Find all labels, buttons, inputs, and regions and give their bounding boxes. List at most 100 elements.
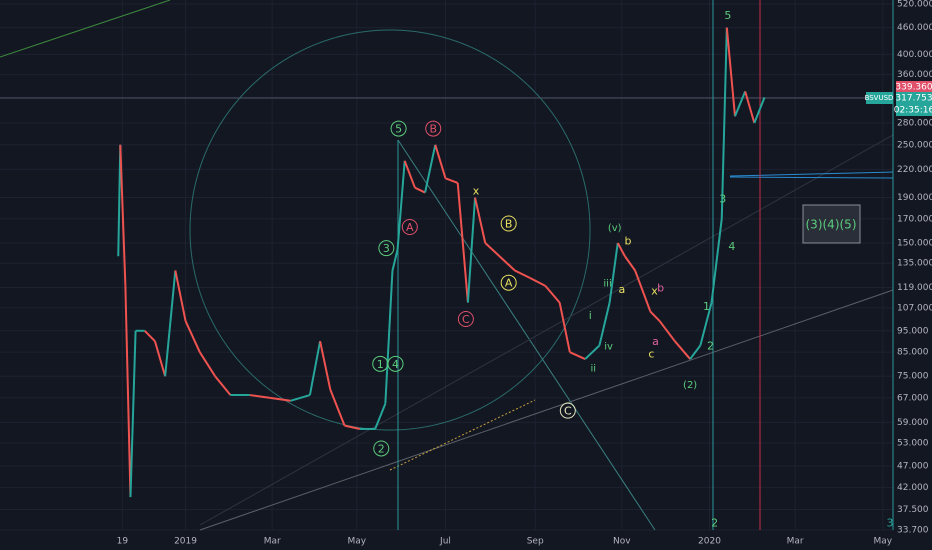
y-tick-label: 67.000 (897, 393, 929, 403)
price-segment (456, 182, 469, 303)
price-tag-text: 339.360 (895, 83, 932, 93)
price-segment (144, 330, 156, 342)
price-segment (474, 197, 487, 244)
y-tick-label: 360.000 (897, 70, 932, 80)
y-tick-label: 190.000 (897, 193, 932, 203)
annotation: 5 (724, 9, 731, 22)
series (117, 27, 766, 498)
price-segment (674, 340, 691, 360)
y-tick-label: 119.000 (897, 283, 932, 293)
price-segment (391, 249, 399, 271)
y-tick-label: 135.000 (897, 259, 932, 269)
ray (729, 171, 894, 177)
annotation: 1 (377, 358, 384, 371)
price-segment (174, 270, 187, 322)
annotation-circle (390, 120, 407, 137)
symbol-tag (866, 92, 893, 104)
y-tick-label: 42.000 (897, 483, 929, 493)
annotation: B (505, 217, 513, 230)
annotation: 3 (719, 193, 726, 206)
axis: 520.000460.000400.000360.000320.000280.0… (117, 0, 932, 547)
annotation: i (589, 309, 592, 322)
price-segment (569, 351, 586, 360)
price-segment (119, 144, 127, 286)
y-tick-label: 37.500 (897, 505, 929, 515)
note-box-text: (3)(4)(5) (806, 218, 857, 232)
annotation-circle (500, 215, 517, 232)
y-tick-label: 520.000 (897, 0, 932, 10)
x-tick-label: Nov (613, 537, 631, 547)
price-segment (198, 351, 216, 377)
annotation-circle (378, 240, 395, 257)
price-segment (344, 424, 361, 430)
price-segment (584, 344, 601, 360)
annotation: b (657, 281, 664, 294)
price-segment (374, 403, 387, 430)
y-tick-label: 75.000 (897, 372, 929, 382)
price-segment (514, 269, 531, 279)
price-segment (384, 270, 394, 404)
price-segment (214, 375, 232, 396)
price-segment (720, 27, 728, 219)
y-tick-label: 85.000 (897, 348, 929, 358)
y-tick-label: 150.000 (897, 238, 932, 248)
price-segment (710, 218, 723, 303)
x-tick-label: May (874, 537, 893, 547)
annotation: 4 (392, 358, 399, 371)
annotation: 5 (395, 123, 402, 136)
price-segment (753, 96, 766, 124)
fib-arc (189, 29, 591, 431)
annotation: 4 (728, 240, 735, 253)
price-segment (734, 91, 747, 117)
y-tick-label: 59.000 (897, 418, 929, 428)
price-segment (624, 255, 636, 272)
price-tag-text: 317.753 (895, 94, 932, 104)
x-tick-label: 2019 (174, 537, 197, 547)
price-segment (634, 270, 652, 312)
x-tick-label: 2020 (698, 537, 721, 547)
annotation: (2) (683, 380, 697, 391)
y-tick-label: 280.000 (897, 118, 932, 128)
price-segment (184, 320, 201, 353)
price-segment (424, 144, 437, 193)
annotation-circle (401, 218, 418, 235)
x-tick-label: 19 (117, 537, 129, 547)
annotation: B (429, 123, 437, 136)
annotation-circle (457, 311, 474, 328)
symbol-tag-text: BSVUSD (865, 94, 894, 102)
price-tag (896, 81, 932, 93)
annotation-circle (559, 402, 576, 419)
y-tick-label: 47.000 (897, 462, 929, 472)
trend-line (397, 139, 656, 531)
price-segment (649, 310, 661, 322)
y-tick-label: 250.000 (897, 140, 932, 150)
annotation: iv (604, 341, 613, 352)
price-segment (466, 197, 477, 303)
price-segment (319, 340, 332, 390)
annotation: 3 (383, 242, 390, 255)
x-tick-label: Sep (527, 537, 544, 547)
price-segment (396, 160, 406, 250)
annotation-circle (387, 355, 404, 372)
annotation: 3 (886, 517, 893, 530)
price-segment (414, 186, 426, 194)
price-segment (529, 277, 546, 287)
price-segment (129, 330, 137, 498)
price-segment (164, 270, 177, 377)
annotation-circle (373, 440, 390, 457)
price-segment (598, 302, 611, 346)
price-segment (484, 242, 501, 257)
annotation: C (462, 313, 470, 326)
price-segment (744, 91, 756, 124)
y-tick-label: 460.000 (897, 23, 932, 33)
price-segment (434, 144, 447, 179)
price-segment (124, 285, 132, 498)
annotation: x (473, 185, 480, 198)
price-segment (616, 242, 626, 257)
annotation: C (564, 405, 572, 418)
price-segment (658, 320, 676, 342)
price-segment (329, 389, 346, 426)
annotation: b (624, 234, 631, 247)
